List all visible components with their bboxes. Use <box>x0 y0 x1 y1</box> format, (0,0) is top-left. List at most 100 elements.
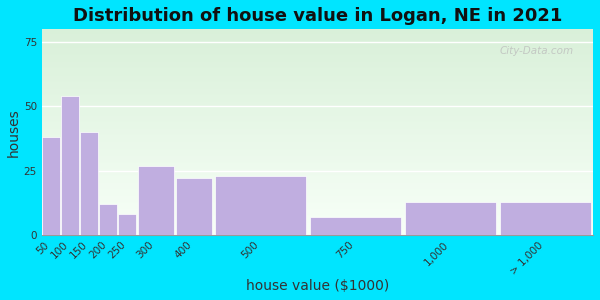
Bar <box>42 130 593 131</box>
Bar <box>42 206 593 207</box>
Bar <box>42 56 593 57</box>
Bar <box>42 231 593 232</box>
Bar <box>42 99 593 100</box>
Bar <box>176 178 212 235</box>
Bar <box>42 54 593 55</box>
Bar <box>42 227 593 228</box>
Bar <box>42 215 593 217</box>
Bar <box>42 52 593 53</box>
Bar <box>42 138 593 139</box>
Bar <box>42 212 593 213</box>
Bar <box>42 148 593 150</box>
Bar <box>42 135 593 136</box>
Bar <box>42 207 593 208</box>
Bar <box>42 193 593 194</box>
Bar <box>42 58 593 59</box>
Bar <box>42 38 593 40</box>
Bar <box>118 214 136 235</box>
Bar <box>42 202 593 203</box>
Bar <box>42 116 593 117</box>
Bar <box>42 163 593 164</box>
Bar <box>42 153 593 154</box>
Bar <box>42 60 593 61</box>
Bar <box>42 157 593 158</box>
Bar <box>42 230 593 231</box>
Bar <box>42 179 593 181</box>
Bar <box>42 122 593 123</box>
Bar <box>138 166 174 235</box>
Bar <box>42 187 593 188</box>
Bar <box>42 224 593 225</box>
Bar <box>42 93 593 94</box>
Bar <box>42 145 593 146</box>
Bar <box>42 177 593 178</box>
Bar <box>42 86 593 87</box>
Bar <box>42 68 593 69</box>
Bar <box>42 146 593 148</box>
Bar <box>42 85 593 86</box>
Bar <box>42 66 593 67</box>
Bar <box>42 154 593 155</box>
Bar <box>42 67 593 68</box>
Bar <box>42 132 593 133</box>
Bar <box>42 143 593 145</box>
Bar <box>42 40 593 42</box>
Bar <box>42 65 593 66</box>
Bar <box>42 209 593 210</box>
Bar <box>42 70 593 71</box>
Bar <box>100 204 118 235</box>
Bar <box>42 103 593 104</box>
Title: Distribution of house value in Logan, NE in 2021: Distribution of house value in Logan, NE… <box>73 7 562 25</box>
Bar <box>42 203 593 204</box>
Bar <box>500 202 590 235</box>
Bar <box>42 176 593 177</box>
Bar <box>42 78 593 79</box>
X-axis label: house value ($1000): house value ($1000) <box>246 279 389 293</box>
Bar <box>406 202 496 235</box>
Bar <box>42 112 593 114</box>
Bar <box>42 225 593 226</box>
Bar <box>42 37 593 38</box>
Bar <box>42 119 593 120</box>
Bar <box>42 197 593 198</box>
Bar <box>42 74 593 76</box>
Bar <box>42 114 593 115</box>
Bar <box>42 199 593 200</box>
Bar <box>42 92 593 93</box>
Bar <box>42 53 593 54</box>
Bar <box>42 211 593 212</box>
Bar <box>42 194 593 195</box>
Bar <box>42 46 593 47</box>
Bar <box>42 106 593 107</box>
Bar <box>42 204 593 205</box>
Bar <box>42 198 593 199</box>
Bar <box>42 168 593 169</box>
Bar <box>42 79 593 80</box>
Bar <box>42 217 593 218</box>
Bar <box>42 57 593 58</box>
Bar <box>42 107 593 109</box>
Bar <box>42 195 593 196</box>
Bar <box>42 101 593 102</box>
Bar <box>42 208 593 209</box>
Bar <box>42 223 593 224</box>
Bar <box>42 165 593 166</box>
Bar <box>42 123 593 124</box>
Bar <box>42 47 593 48</box>
Bar <box>42 170 593 171</box>
Bar <box>42 45 593 46</box>
Bar <box>42 128 593 129</box>
Bar <box>42 201 593 202</box>
Bar <box>42 126 593 127</box>
Bar <box>42 51 593 52</box>
Bar <box>42 137 593 138</box>
Bar <box>42 87 593 88</box>
Bar <box>42 150 593 151</box>
Bar <box>42 182 593 184</box>
Bar <box>42 167 593 168</box>
Bar <box>42 125 593 126</box>
Bar <box>42 100 593 101</box>
Bar <box>42 159 593 160</box>
Bar <box>42 127 593 128</box>
Bar <box>42 91 593 92</box>
